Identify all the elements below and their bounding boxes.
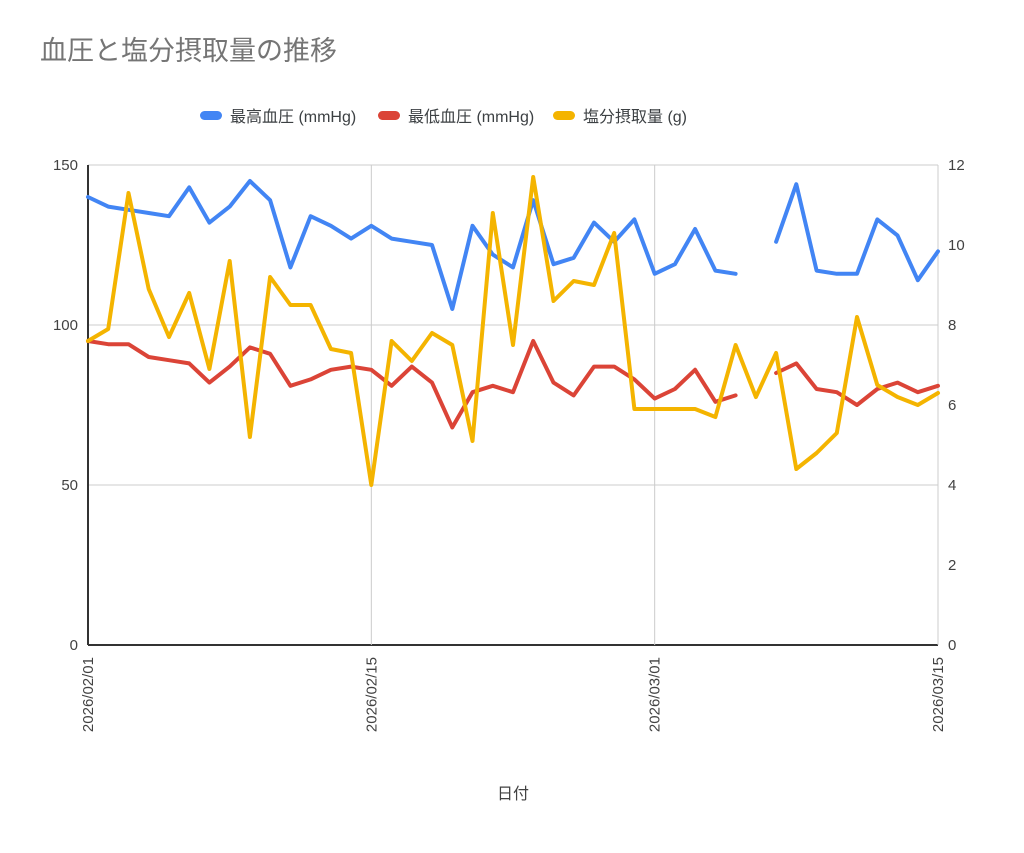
- x-axis-tick-2026/02/01: 2026/02/01: [80, 657, 97, 732]
- right-axis-tick-4: 4: [948, 477, 956, 494]
- right-axis-tick-8: 8: [948, 317, 956, 334]
- legend-item-1: 最低血圧 (mmHg): [378, 108, 534, 126]
- grid-lines: [87, 164, 939, 646]
- left-axis-tick-0: 0: [70, 637, 78, 654]
- legend: 最高血圧 (mmHg) 最低血圧 (mmHg) 塩分摂取量 (g): [200, 108, 687, 126]
- left-axis-tick-150: 150: [53, 157, 78, 174]
- right-axis-tick-6: 6: [948, 397, 956, 414]
- series-lines: [86, 175, 940, 487]
- series-line-0: [86, 179, 940, 311]
- legend-swatch-0: [200, 111, 222, 120]
- x-axis-title: 日付: [497, 785, 529, 803]
- series-line-2: [86, 175, 940, 487]
- right-axis-tick-12: 12: [948, 157, 965, 174]
- legend-label-1: 最低血圧 (mmHg): [408, 108, 534, 126]
- legend-swatch-2: [553, 111, 575, 120]
- right-axis-tick-2: 2: [948, 557, 956, 574]
- legend-label-0: 最高血圧 (mmHg): [230, 108, 356, 126]
- right-axis-tick-10: 10: [948, 237, 965, 254]
- left-axis-tick-50: 50: [61, 477, 78, 494]
- legend-label-2: 塩分摂取量 (g): [583, 108, 687, 126]
- legend-item-2: 塩分摂取量 (g): [553, 108, 687, 126]
- axis-labels: 0 50 100 150 0 2 4 6 8 10 12 2026/02/01 2026/02/15 20…: [53, 157, 965, 732]
- left-axis-tick-100: 100: [53, 317, 78, 334]
- right-axis-tick-0: 0: [948, 637, 956, 654]
- x-axis-tick-2026/02/15: 2026/02/15: [363, 657, 380, 732]
- x-axis-tick-2026/03/15: 2026/03/15: [930, 657, 947, 732]
- legend-swatch-1: [378, 111, 400, 120]
- legend-item-0: 最高血圧 (mmHg): [200, 108, 356, 126]
- chart-title: 血圧と塩分摂取量の推移: [40, 36, 337, 66]
- series-line-1: [86, 339, 940, 430]
- x-axis-tick-2026/03/01: 2026/03/01: [647, 657, 664, 732]
